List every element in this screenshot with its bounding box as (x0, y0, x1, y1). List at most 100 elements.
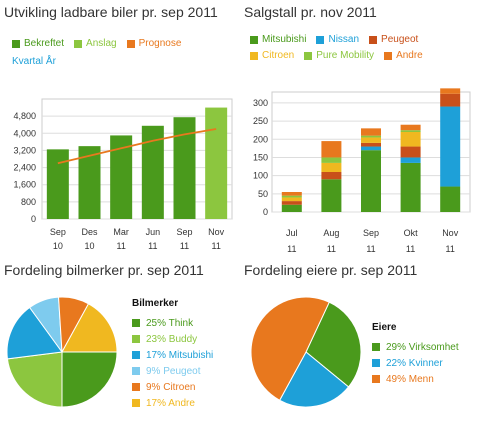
bar-segment-pure-mobility[interactable] (321, 157, 342, 163)
pie-slice-mitsubishi[interactable] (6, 306, 63, 360)
bar-segment-pure-mobility[interactable] (361, 135, 381, 138)
bar-segment-mitsubishi[interactable] (400, 162, 421, 212)
legend-label: 23% Buddy (146, 333, 198, 345)
legend-label: Bekreftet (24, 38, 65, 49)
legend-item-kvinner[interactable]: 22% Kvinner (372, 355, 459, 371)
pie-slice-buddy[interactable] (6, 351, 63, 408)
legend-item-mitsubishi[interactable]: 17% Mitsubishi (132, 347, 213, 363)
bar-bekreftet[interactable] (110, 135, 133, 219)
bar-segment-mitsubishi[interactable] (321, 179, 342, 212)
legend-label: Pure Mobility (316, 50, 375, 61)
y-tick-label: 0 (263, 207, 268, 217)
x-tick-label: Sep (50, 227, 66, 237)
x-tick-label: Nov (442, 228, 459, 238)
legend-swatch (132, 367, 140, 375)
legend-item-citroen[interactable]: Citroen (250, 50, 294, 61)
bar-segment-pure-mobility[interactable] (400, 130, 421, 132)
bar-segment-mitsubishi[interactable] (281, 204, 302, 212)
bar-segment-citroen[interactable] (281, 197, 302, 202)
bar-segment-peugeot[interactable] (440, 93, 461, 107)
legend-item-menn[interactable]: 49% Menn (372, 371, 459, 387)
chart1-period-toggle[interactable]: Kvartal År (12, 56, 56, 67)
chart2-legend-row: Citroen Pure Mobility Andre (250, 50, 433, 61)
legend-item-peugeot[interactable]: 9% Peugeot (132, 363, 213, 379)
pie-slice-think[interactable] (61, 351, 118, 408)
legend-label: 22% Kvinner (386, 357, 443, 369)
y-tick-label: 2,400 (13, 163, 36, 173)
y-tick-label: 100 (253, 171, 268, 181)
line-prognose[interactable] (57, 128, 217, 165)
pie-legend-title: Eiere (372, 322, 397, 333)
bar-segment-andre[interactable] (361, 128, 381, 136)
bar-segment-mitsubishi[interactable] (361, 150, 381, 212)
x-tick-label-year: 10 (84, 241, 94, 251)
chart1-bar-chart: 0 800 1,600 2,400 3,200 4,000 4,800 Sep 10 Des 10 M… (13, 98, 233, 251)
y-tick-label: 50 (258, 189, 268, 199)
x-tick-label-year: 11 (211, 241, 220, 251)
bar-bekreftet[interactable] (46, 149, 69, 219)
bar-bekreftet[interactable] (141, 125, 164, 219)
legend-item-prognose[interactable]: Prognose (126, 38, 181, 49)
x-tick-label-year: 11 (180, 241, 189, 251)
bar-segment-andre[interactable] (440, 88, 461, 94)
x-tick-label-year: 11 (327, 244, 336, 254)
legend-swatch (372, 375, 380, 383)
legend-item-andre[interactable]: 17% Andre (132, 395, 213, 411)
legend-item-bekreftet[interactable]: Bekreftet (12, 38, 64, 49)
legend-label: 25% Think (146, 317, 194, 329)
bar-segment-andre[interactable] (281, 192, 302, 196)
legend-swatch (250, 35, 258, 44)
legend-label: Anslag (86, 38, 117, 49)
bar-segment-peugeot[interactable] (361, 142, 381, 147)
legend-swatch (384, 51, 393, 60)
legend-item-mitsubishi[interactable]: Mitsubishi (250, 34, 306, 45)
bar-segment-peugeot[interactable] (321, 172, 342, 180)
bar-segment-andre[interactable] (321, 141, 342, 158)
bar-segment-mitsubishi[interactable] (440, 186, 461, 212)
legend-item-virksomhet[interactable]: 29% Virksomhet (372, 339, 459, 355)
legend-label: Nissan (328, 34, 360, 45)
bar-bekreftet[interactable] (173, 117, 196, 219)
bar-anslag[interactable] (205, 107, 228, 219)
bar-segment-pure-mobility[interactable] (281, 195, 302, 198)
x-tick-label: Sep (176, 227, 192, 237)
legend-item-pure-mobility[interactable]: Pure Mobility (304, 50, 374, 61)
bar-bekreftet[interactable] (78, 146, 101, 219)
x-tick-label-year: 11 (446, 244, 455, 254)
x-tick-label: Jun (146, 227, 161, 237)
bar-segment-nissan[interactable] (440, 106, 461, 187)
legend-swatch (132, 319, 140, 327)
bar-segment-andre[interactable] (400, 124, 421, 131)
chart1-title: Utvikling ladbare biler pr. sep 2011 (4, 4, 218, 20)
legend-item-andre[interactable]: Andre (384, 50, 423, 61)
bar-segment-peugeot[interactable] (400, 146, 421, 158)
pie-slice-menn[interactable] (250, 296, 330, 401)
legend-swatch (372, 359, 380, 367)
x-tick-label-year: 11 (287, 244, 296, 254)
bar-segment-citroen[interactable] (321, 162, 342, 172)
legend-item-anslag[interactable]: Anslag (74, 38, 117, 49)
legend-swatch (126, 39, 135, 48)
legend-item-buddy[interactable]: 23% Buddy (132, 331, 213, 347)
chart3-legend: Bilmerker 25% Think 23% Buddy 17% Mitsubish… (132, 298, 213, 411)
bar-segment-nissan[interactable] (400, 157, 421, 163)
legend-item-citroen[interactable]: 9% Citroen (132, 379, 213, 395)
legend-item-nissan[interactable]: Nissan (316, 34, 359, 45)
legend-label: 29% Virksomhet (386, 341, 459, 353)
pie-slice-kvinner[interactable] (278, 351, 350, 408)
bar-segment-peugeot[interactable] (281, 201, 302, 205)
legend-swatch (304, 51, 313, 60)
y-tick-label: 4,800 (13, 111, 36, 121)
bar-segment-nissan[interactable] (361, 146, 381, 151)
x-tick-label-year: 11 (406, 244, 415, 254)
legend-item-peugeot[interactable]: Peugeot (369, 34, 418, 45)
pie-slice-andre[interactable] (61, 303, 118, 353)
legend-label: 17% Mitsubishi (146, 349, 214, 361)
chart2-title: Salgstall pr. nov 2011 (244, 4, 377, 20)
y-tick-label: 200 (253, 134, 268, 144)
bar-segment-citroen[interactable] (400, 132, 421, 147)
legend-item-think[interactable]: 25% Think (132, 315, 213, 331)
y-tick-label: 300 (253, 98, 268, 108)
bar-segment-citroen[interactable] (361, 137, 381, 143)
x-tick-label-year: 11 (366, 244, 375, 254)
